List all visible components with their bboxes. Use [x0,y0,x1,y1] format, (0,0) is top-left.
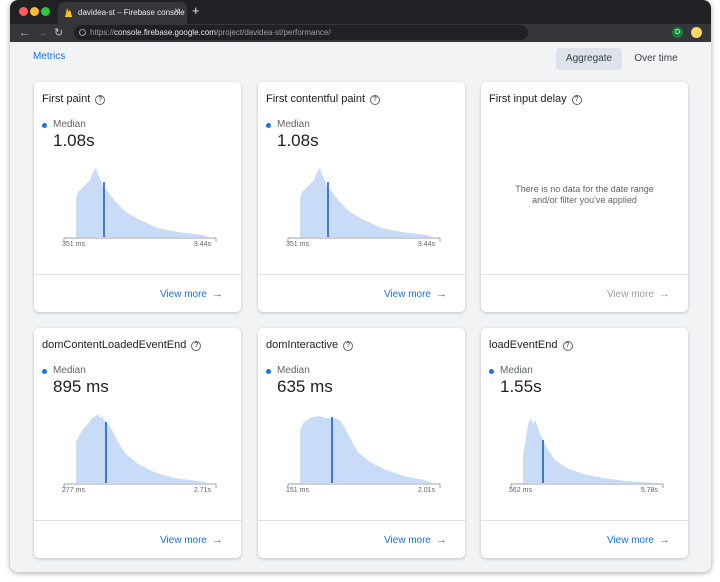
arrow-right-icon: → [436,288,447,300]
distribution-chart [63,414,217,488]
arrow-right-icon: → [659,288,670,300]
browser-window: davidea-st – Firebase console × + ← → ↻ … [10,0,711,572]
view-more-button[interactable]: View more → [159,534,223,546]
arrow-right-icon: → [659,534,670,546]
card-title: domInteractive? [266,339,354,351]
no-data-message: There is no data for the date range and/… [515,184,654,205]
distribution-area [76,168,209,237]
browser-toolbar: ← → ↻ https://console.firebase.google.co… [10,24,711,42]
back-icon[interactable]: ← [19,27,30,39]
median-legend-dot [266,123,271,128]
help-icon[interactable]: ? [370,95,381,105]
url-text: https://console.firebase.google.com/proj… [90,28,331,37]
median-legend-dot [489,369,494,374]
median-value: 1.08s [277,131,319,150]
median-legend-dot [42,369,47,374]
tab-title: davidea-st – Firebase console [78,8,185,17]
median-value: 635 ms [277,377,333,396]
over-time-toggle[interactable]: Over time [634,53,678,64]
x-axis-min-label: 351 ms [286,241,309,248]
median-label: Median [53,119,86,130]
help-icon[interactable]: ? [191,341,202,351]
forward-icon[interactable]: → [37,27,48,39]
view-more-button[interactable]: View more → [383,288,447,300]
new-tab-icon[interactable]: + [192,3,200,18]
distribution-area [300,416,433,483]
help-icon[interactable]: ? [95,95,106,105]
distribution-chart [63,168,217,242]
card-title: First paint? [42,93,106,105]
view-more-button[interactable]: View more → [606,534,670,546]
site-info-icon[interactable] [79,29,86,36]
card-title: domContentLoadedEventEnd? [42,339,202,351]
distribution-chart [287,168,441,242]
x-axis-max-label: 5.78s [640,487,658,494]
extension-icon[interactable] [691,27,702,38]
metric-card-first-input-delay: First input delay? There is no data for … [481,82,688,312]
metric-card-load-event-end: loadEventEnd? Median 1.55s 562 ms 5.78s … [481,328,688,558]
x-axis-max-label: 3.44s [417,241,435,248]
median-label: Median [53,365,86,376]
x-axis-min-label: 562 ms [509,487,532,494]
address-bar[interactable]: https://console.firebase.google.com/proj… [74,25,528,40]
median-value: 1.08s [53,131,95,150]
x-axis-min-label: 351 ms [62,241,85,248]
median-value: 895 ms [53,377,109,396]
x-axis-min-label: 151 ms [286,487,309,494]
card-title: First contentful paint? [266,93,381,105]
minimize-window-icon[interactable] [30,7,39,16]
card-divider [258,520,465,521]
median-label: Median [277,365,310,376]
card-divider [258,274,465,275]
metric-card-dom-content-loaded: domContentLoadedEventEnd? Median 895 ms … [34,328,241,558]
distribution-area [300,168,433,237]
x-axis-max-label: 2.01s [417,487,435,494]
view-more-button[interactable]: View more → [383,534,447,546]
view-more-button: View more → [606,288,670,300]
performance-page: Metrics Aggregate Over time First paint?… [10,42,711,572]
card-divider [481,274,688,275]
aggregate-toggle[interactable]: Aggregate [556,48,622,70]
median-legend-dot [266,369,271,374]
help-icon[interactable]: ? [571,95,582,105]
reload-icon[interactable]: ↻ [54,27,64,39]
x-axis-min-label: 277 ms [62,487,85,494]
distribution-area [523,418,656,483]
card-divider [481,520,688,521]
metric-card-dom-interactive: domInteractive? Median 635 ms 151 ms 2.0… [258,328,465,558]
metric-card-first-contentful-paint: First contentful paint? Median 1.08s 351… [258,82,465,312]
help-icon[interactable]: ? [343,341,354,351]
tab-bar: davidea-st – Firebase console × + [10,0,711,24]
metric-card-first-paint: First paint? Median 1.08s 351 ms 3.44s V… [34,82,241,312]
maximize-window-icon[interactable] [41,7,50,16]
arrow-right-icon: → [212,534,223,546]
distribution-chart [510,418,664,488]
x-axis-max-label: 2.71s [193,487,211,494]
page-title: Metrics [33,51,66,62]
distribution-area [76,414,209,483]
card-divider [34,274,241,275]
close-tab-icon[interactable]: × [174,6,180,17]
arrow-right-icon: → [436,534,447,546]
arrow-right-icon: → [212,288,223,300]
card-title: loadEventEnd? [489,339,573,351]
view-more-button[interactable]: View more → [159,288,223,300]
browser-tab[interactable]: davidea-st – Firebase console × [58,2,187,24]
distribution-chart [287,416,441,488]
x-axis-max-label: 3.44s [193,241,211,248]
median-label: Median [500,365,533,376]
median-label: Median [277,119,310,130]
median-legend-dot [42,123,47,128]
profile-avatar[interactable]: D [672,27,683,38]
card-divider [34,520,241,521]
median-value: 1.55s [500,377,542,396]
card-title: First input delay? [489,93,582,105]
help-icon[interactable]: ? [562,341,573,351]
close-window-icon[interactable] [19,7,28,16]
firebase-flame-icon [65,8,72,17]
